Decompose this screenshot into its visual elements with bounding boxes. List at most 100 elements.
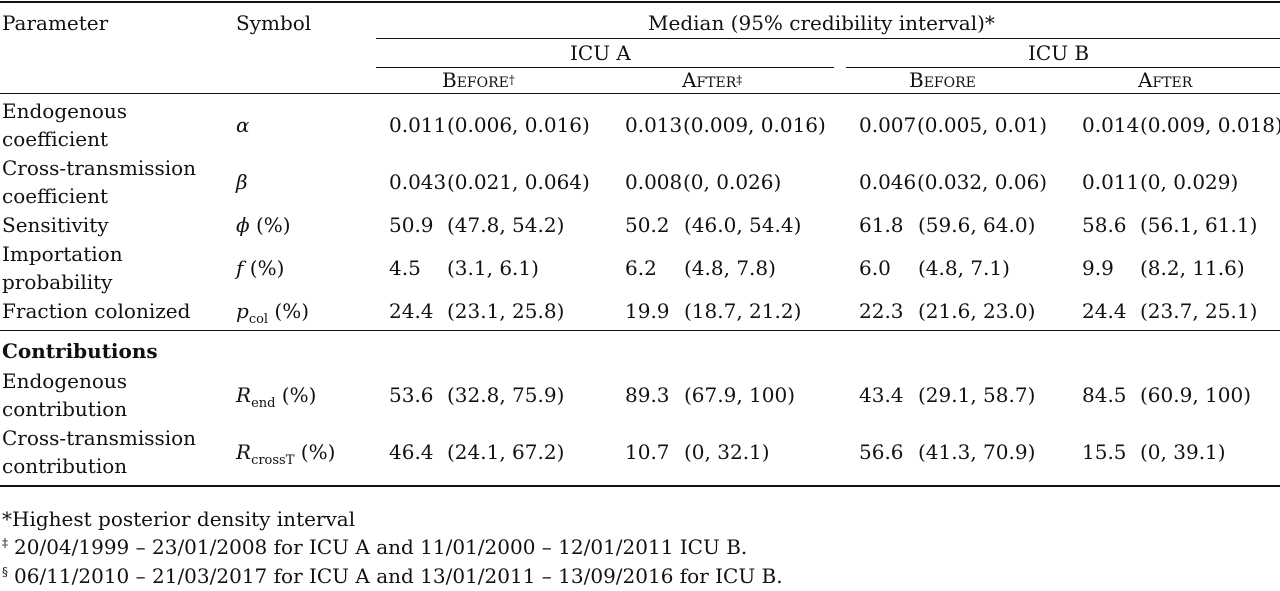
credibility-interval: (21.6, 23.0) bbox=[918, 299, 1036, 323]
median-value: 58.6 bbox=[1082, 213, 1127, 237]
credibility-interval: (0.009, 0.016) bbox=[683, 113, 826, 137]
median-value: 0.008 bbox=[625, 170, 683, 194]
parameter-label: probability bbox=[2, 270, 113, 294]
median-value: 6.2 bbox=[625, 256, 657, 280]
header-group-title: Median (95% credibility interval)* bbox=[648, 11, 995, 35]
parameter-label: contribution bbox=[2, 454, 128, 478]
parameter-label: Importation bbox=[2, 242, 123, 266]
header-icu-b: ICU B bbox=[1028, 41, 1090, 65]
symbol-unit: (%) bbox=[243, 256, 285, 280]
parameter-symbol: ϕ (%) bbox=[236, 215, 291, 235]
parameter-symbol: α bbox=[236, 115, 250, 135]
footnote-text: 06/11/2010 – 21/03/2017 for ICU A and 13… bbox=[14, 564, 783, 588]
credibility-interval: (41.3, 70.9) bbox=[918, 440, 1036, 464]
header-icu-b-before: Before bbox=[909, 68, 976, 92]
footnote: ‡ 20/04/1999 – 23/01/2008 for ICU A and 1… bbox=[2, 537, 747, 557]
parameter-label: coefficient bbox=[2, 127, 109, 151]
median-value: 22.3 bbox=[859, 299, 904, 323]
double-dagger-mark: ‡ bbox=[736, 73, 743, 87]
symbol-subscript: end bbox=[251, 396, 276, 411]
symbol-glyph: R bbox=[236, 383, 252, 407]
median-value: 0.014 bbox=[1082, 113, 1140, 137]
median-value: 10.7 bbox=[625, 440, 670, 464]
credibility-interval: (47.8, 54.2) bbox=[447, 213, 565, 237]
contributions-rule bbox=[0, 330, 1280, 331]
footnote-mark: ‡ bbox=[2, 536, 8, 550]
median-value: 0.043 bbox=[389, 170, 447, 194]
parameter-symbol: RcrossT (%) bbox=[236, 440, 336, 467]
contributions-heading: Contributions bbox=[2, 339, 158, 363]
footnote: *Highest posterior density interval bbox=[2, 509, 355, 529]
median-value: 53.6 bbox=[389, 383, 434, 407]
credibility-interval: (23.7, 25.1) bbox=[1140, 299, 1258, 323]
parameter-label: Fraction colonized bbox=[2, 299, 191, 323]
symbol-glyph: ϕ bbox=[236, 213, 250, 237]
median-value: 50.2 bbox=[625, 213, 670, 237]
credibility-interval: (29.1, 58.7) bbox=[918, 383, 1036, 407]
median-value: 46.4 bbox=[389, 440, 434, 464]
median-value: 84.5 bbox=[1082, 383, 1127, 407]
credibility-interval: (0.021, 0.064) bbox=[447, 170, 590, 194]
credibility-interval: (0, 39.1) bbox=[1140, 440, 1226, 464]
credibility-interval: (32.8, 75.9) bbox=[447, 383, 565, 407]
credibility-interval: (8.2, 11.6) bbox=[1140, 256, 1245, 280]
table-bottom-rule bbox=[0, 485, 1280, 487]
header-icu-a-after: After‡ bbox=[682, 68, 743, 92]
parameter-label: Sensitivity bbox=[2, 213, 109, 237]
group-title-rule bbox=[376, 38, 1280, 39]
credibility-interval: (0.009, 0.018) bbox=[1140, 113, 1280, 137]
median-value: 56.6 bbox=[859, 440, 904, 464]
credibility-interval: (67.9, 100) bbox=[684, 383, 796, 407]
icu-b-rule bbox=[846, 67, 1280, 68]
footnote: § 06/11/2010 – 21/03/2017 for ICU A and 1… bbox=[2, 566, 783, 586]
median-value: 0.011 bbox=[1082, 170, 1140, 194]
median-value: 4.5 bbox=[389, 256, 421, 280]
median-value: 61.8 bbox=[859, 213, 904, 237]
dagger-mark: † bbox=[508, 73, 515, 87]
credibility-interval: (23.1, 25.8) bbox=[447, 299, 565, 323]
credibility-interval: (18.7, 21.2) bbox=[684, 299, 802, 323]
credibility-interval: (46.0, 54.4) bbox=[684, 213, 802, 237]
symbol-glyph: f bbox=[236, 256, 244, 280]
header-icu-a: ICU A bbox=[570, 41, 631, 65]
median-value: 24.4 bbox=[389, 299, 434, 323]
parameter-symbol: f (%) bbox=[236, 258, 284, 278]
footnote-text: *Highest posterior density interval bbox=[2, 507, 356, 531]
icu-a-rule bbox=[376, 67, 834, 68]
credibility-interval: (3.1, 6.1) bbox=[447, 256, 539, 280]
symbol-glyph: R bbox=[236, 440, 252, 464]
credibility-interval: (56.1, 61.1) bbox=[1140, 213, 1258, 237]
median-value: 0.013 bbox=[625, 113, 683, 137]
symbol-glyph: β bbox=[236, 170, 248, 194]
symbol-unit: (%) bbox=[294, 440, 336, 464]
parameter-label: contribution bbox=[2, 397, 128, 421]
symbol-unit: (%) bbox=[249, 213, 291, 237]
median-value: 50.9 bbox=[389, 213, 434, 237]
median-value: 19.9 bbox=[625, 299, 670, 323]
header-parameter: Parameter bbox=[2, 11, 109, 35]
credibility-interval: (24.1, 67.2) bbox=[447, 440, 565, 464]
symbol-unit: (%) bbox=[268, 299, 310, 323]
median-value: 6.0 bbox=[859, 256, 891, 280]
symbol-subscript: crossT bbox=[251, 453, 295, 468]
credibility-interval: (0.006, 0.016) bbox=[447, 113, 590, 137]
median-value: 0.046 bbox=[859, 170, 917, 194]
median-value: 0.011 bbox=[389, 113, 447, 137]
credibility-interval: (59.6, 64.0) bbox=[918, 213, 1036, 237]
header-icu-a-before: Before† bbox=[442, 68, 515, 92]
median-value: 43.4 bbox=[859, 383, 904, 407]
credibility-interval: (4.8, 7.1) bbox=[918, 256, 1010, 280]
parameter-symbol: Rend (%) bbox=[236, 383, 316, 410]
symbol-glyph: α bbox=[236, 113, 250, 137]
median-value: 24.4 bbox=[1082, 299, 1127, 323]
footnote-text: 20/04/1999 – 23/01/2008 for ICU A and 11… bbox=[14, 535, 748, 559]
parameter-label: Cross-transmission bbox=[2, 426, 197, 450]
parameter-symbol: β bbox=[236, 172, 248, 192]
credibility-interval: (0, 32.1) bbox=[684, 440, 770, 464]
credibility-interval: (0, 0.029) bbox=[1140, 170, 1239, 194]
median-value: 9.9 bbox=[1082, 256, 1114, 280]
header-symbol: Symbol bbox=[236, 11, 312, 35]
parameter-label: Cross-transmission bbox=[2, 156, 197, 180]
credibility-interval: (0.032, 0.06) bbox=[917, 170, 1048, 194]
parameter-label: coefficient bbox=[2, 184, 109, 208]
